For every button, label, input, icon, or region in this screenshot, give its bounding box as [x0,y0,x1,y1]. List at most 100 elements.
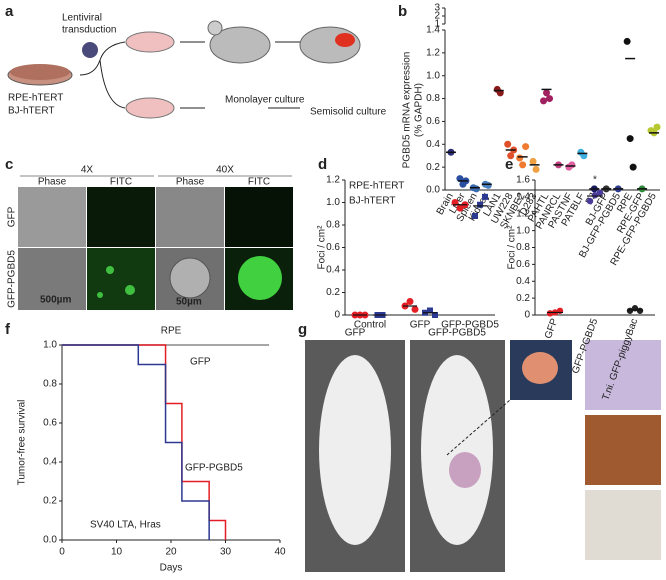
diagram-label: RPE-hTERT [8,93,63,104]
colony [169,257,211,299]
photos [305,340,661,572]
y-tick-label: 1.0 [43,340,57,351]
y-tick-label: 1.2 [426,47,440,58]
y-tick-label: 0.0 [43,535,57,546]
dish [125,31,175,53]
y-tick-label: 0.6 [426,116,440,127]
y-tick-label: 1.4 [516,192,530,203]
image [18,187,86,247]
y-tick-label: 0.4 [426,139,440,150]
y-tick-label: 1.0 [516,225,530,236]
channel: FITC [248,177,270,188]
point [623,37,631,45]
arrow [79,41,126,109]
y-tick-label: 1.4 [426,25,440,36]
row-label: GFP-PGBD5 [7,250,18,308]
y-axis-label: Tumor-free survival [17,400,28,486]
inset-line [446,399,511,456]
y-tick-label: 0.2 [43,496,57,507]
image [87,248,155,310]
series-label: GFP-PGBD5 [185,463,243,474]
image [87,187,155,247]
panel-letter: b [398,3,407,20]
dish [125,97,175,119]
point [456,204,464,212]
histology [585,490,661,560]
micrographs [18,187,293,310]
mouse-ear [207,20,223,36]
mouse [209,26,271,64]
colony [106,266,114,274]
annotation: * [593,175,597,186]
y-tick-label: 0.6 [516,259,530,270]
survival-line [62,344,210,540]
photo-label: GFP-PGBD5 [428,328,486,339]
y-tick-label: 0.0 [426,185,440,196]
diagram-label: Lentiviral [62,13,102,24]
colony [238,256,282,300]
y-tick-label: 0.8 [426,93,440,104]
chart-title: RPE [161,326,182,337]
y-tick-label: 0.4 [326,265,340,276]
image [18,248,86,310]
y-tick-label: 1.6 [516,175,530,186]
point [516,154,524,162]
photo-label: GFP [345,328,366,339]
y-tick-label: 0.8 [326,220,340,231]
tumor [449,452,481,488]
point [626,135,634,143]
image [156,187,224,247]
point [519,161,527,169]
x-tick-label: 0 [59,547,65,558]
point [626,307,634,314]
histology [585,340,661,410]
colony [125,285,135,295]
legend-label: RPE-hTERT [349,181,404,192]
y-axis-label: Foci / cm² [317,225,328,270]
point [529,157,537,165]
point [522,143,530,151]
survival-line [62,344,227,540]
point [432,312,438,318]
y-tick-label: 0.6 [326,242,340,253]
y-tick-label: 0.8 [43,379,57,390]
x-tick-label: 20 [165,547,177,558]
histology [585,415,661,485]
point [507,152,515,160]
channel: Phase [38,177,67,188]
diagram-art [7,20,361,119]
point [636,307,644,314]
x-tick-label: GFP [410,320,431,331]
scale-bar: 50µm [176,297,202,308]
x-axis-label: Days [160,563,183,574]
y-tick-label: 0.4 [516,276,530,287]
magnification: 4X [81,165,94,176]
point [472,185,480,193]
point [586,197,594,205]
y-tick-label: 2 [434,11,440,22]
panel-letter: c [5,156,13,173]
point [477,201,483,208]
panel-letter: e [505,156,513,173]
colony [97,292,103,298]
point [568,161,576,169]
point [427,307,433,314]
point [406,298,414,305]
x-tick-label: 40 [274,547,286,558]
mouse [319,355,391,545]
y-tick-label: 0.8 [516,242,530,253]
point [629,163,637,171]
y-tick-label: 1.0 [426,70,440,81]
y-axis-label: (% GAPDH) [414,83,425,137]
channel: FITC [110,177,132,188]
y-tick-label: 0 [334,310,340,321]
row-label: GFP [7,206,18,227]
y-axis-label: Foci / cm² [507,225,518,270]
panel-letter: d [318,156,327,173]
diagram-label: Monolayer culture [225,95,305,106]
y-tick-label: 1.2 [516,208,530,219]
point [484,181,492,189]
point [591,191,599,199]
y-tick-label: 0.2 [326,287,340,298]
y-tick-label: 0.2 [426,162,440,173]
